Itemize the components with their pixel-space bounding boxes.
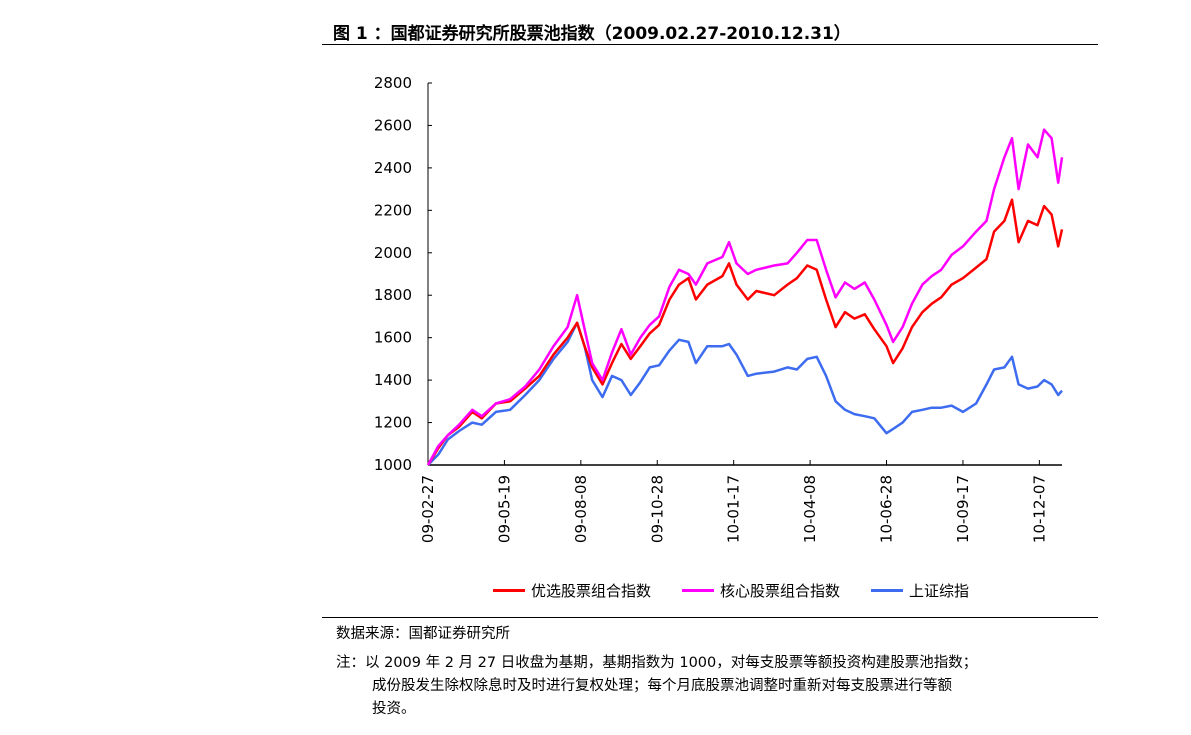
x-tick-label: 10-12-07 [1030, 475, 1048, 543]
y-tick-label: 2400 [374, 159, 412, 177]
figure-title: 图 1 ：国都证券研究所股票池指数（2009.02.27-2010.12.31） [333, 24, 851, 44]
y-tick-label: 2000 [374, 244, 412, 262]
source-text: 数据来源：国都证券研究所 [336, 626, 510, 642]
legend-swatch [493, 589, 525, 592]
legend-label: 核心股票组合指数 [720, 582, 841, 600]
x-tick-label: 09-05-19 [495, 475, 513, 543]
y-tick-label: 2600 [374, 116, 412, 134]
legend-item-0: 优选股票组合指数 [493, 580, 651, 601]
x-tick-label: 10-04-08 [801, 475, 819, 543]
title-rule [322, 44, 1098, 45]
legend-label: 优选股票组合指数 [531, 582, 652, 600]
x-tick-label: 10-01-17 [725, 475, 743, 543]
y-tick-label: 1800 [374, 286, 412, 304]
x-tick-label: 09-10-28 [648, 475, 666, 543]
y-tick-label: 2800 [374, 74, 412, 92]
legend-swatch [871, 589, 903, 592]
x-tick-label: 09-08-08 [572, 475, 590, 543]
series-line-0 [426, 198, 1064, 466]
legend-label: 上证综指 [909, 582, 970, 600]
y-tick-label: 1000 [374, 456, 412, 474]
note-line-1: 注：以 2009 年 2 月 27 日收盘为基期，基期指数为 1000，对每支股… [336, 655, 978, 671]
legend-item-2: 上证综指 [871, 580, 969, 601]
note-line-2: 成份股发生除权除息时及时进行复权处理；每个月底股票池调整时重新对每支股票进行等额 [372, 678, 952, 694]
series-line-1 [426, 128, 1064, 466]
x-tick-label: 09-02-27 [419, 475, 437, 543]
note-line-3: 投资。 [372, 701, 416, 717]
y-tick-label: 1400 [374, 371, 412, 389]
source-rule [322, 617, 1098, 618]
series-line-2 [427, 321, 1063, 466]
x-tick-label: 10-06-28 [878, 475, 896, 543]
y-tick-label: 2200 [374, 201, 412, 219]
x-tick-label: 10-09-17 [954, 475, 972, 543]
y-tick-label: 1600 [374, 329, 412, 347]
y-tick-label: 1200 [374, 414, 412, 432]
legend-item-1: 核心股票组合指数 [682, 580, 840, 601]
legend-swatch [682, 589, 714, 592]
